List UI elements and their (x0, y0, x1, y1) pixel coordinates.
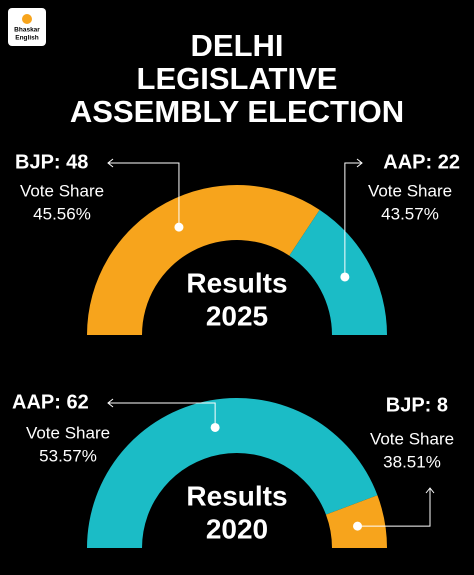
data-label: AAP: 62 (12, 391, 89, 413)
connector (108, 162, 180, 228)
title: ASSEMBLY ELECTION (70, 94, 404, 129)
logo-text: Bhaskar (14, 27, 40, 34)
dot (174, 222, 184, 232)
vote-share-label: Vote Share (370, 429, 454, 448)
connector (357, 488, 431, 527)
data-label: AAP: 22 (383, 151, 460, 173)
vote-share-label: Vote Share (26, 423, 110, 442)
dot (353, 521, 363, 531)
vote-share-value: 38.51% (383, 452, 441, 471)
arc-segment (87, 185, 320, 335)
center-title: Results (186, 267, 287, 298)
vote-share-value: 43.57% (381, 204, 439, 223)
data-label: BJP: 48 (15, 151, 88, 173)
center-subtitle: 2020 (206, 513, 268, 544)
logo-sun (22, 14, 32, 24)
logo: Bhaskar English (8, 8, 46, 46)
connector (344, 162, 362, 277)
vote-share-value: 45.56% (33, 204, 91, 223)
logo-box (8, 8, 46, 46)
title: DELHI (191, 28, 284, 63)
vote-share-label: Vote Share (368, 181, 452, 200)
center-subtitle: 2025 (206, 300, 268, 331)
arrowhead (107, 158, 114, 168)
data-label: BJP: 8 (386, 394, 448, 416)
arrowhead (425, 487, 435, 494)
logo-text: English (15, 35, 39, 42)
arc-segment (325, 495, 388, 548)
connector (108, 402, 216, 428)
title: LEGISLATIVE (137, 61, 338, 96)
vote-share-value: 53.57% (39, 446, 97, 465)
vote-share-label: Vote Share (20, 181, 104, 200)
dot (210, 422, 220, 432)
arrowhead (356, 158, 363, 168)
dot (340, 272, 350, 282)
arc-segment (289, 209, 387, 335)
arc-segment (87, 397, 378, 548)
arrowhead (107, 398, 114, 408)
center-title: Results (186, 480, 287, 511)
